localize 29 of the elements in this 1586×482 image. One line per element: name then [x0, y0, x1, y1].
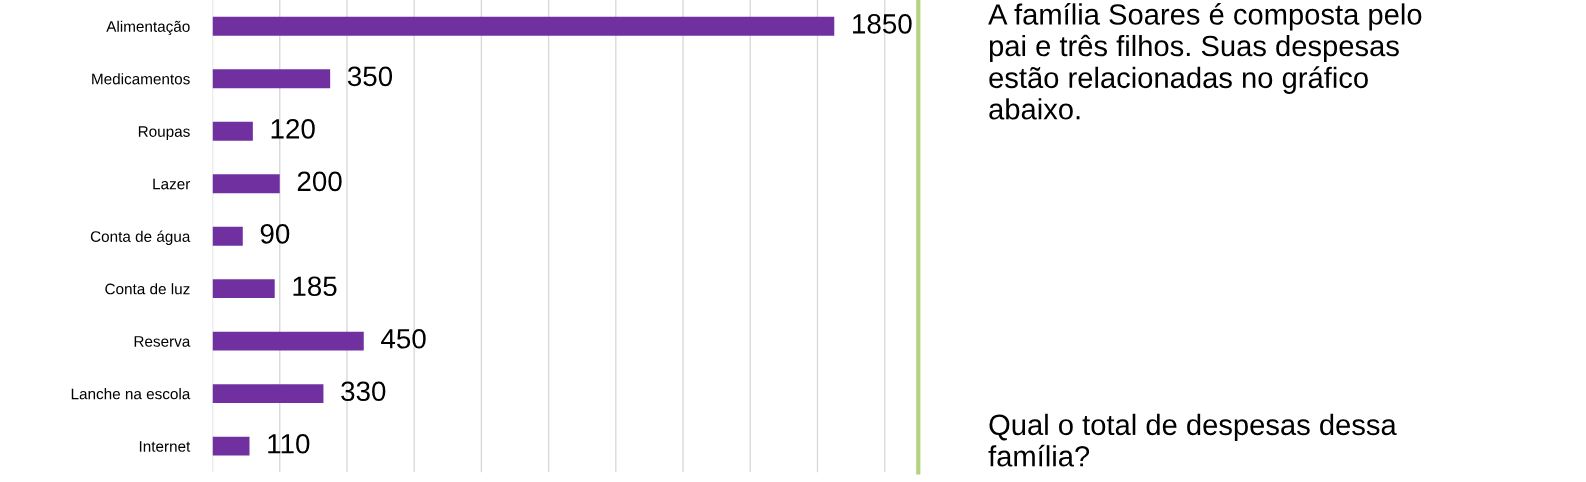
bar: [212, 226, 243, 246]
bar: [212, 331, 364, 351]
y-tick-label: Roupas: [138, 126, 190, 140]
bar: [212, 69, 331, 89]
bar: [212, 174, 280, 194]
bar: [212, 279, 275, 299]
text: A família Soares é composta pelo pai e três filhos. Suas despesas estão relacionadas no gráfico abaixo.: [988, 3, 1422, 120]
y-tick-label: Internet: [139, 441, 191, 452]
data-label: 200: [297, 171, 342, 192]
bar: [212, 121, 253, 141]
data-label: 185: [293, 276, 337, 297]
y-tick-label: Reserva: [134, 336, 191, 347]
y-tick-label: Conta de luz: [105, 283, 190, 295]
y-tick-label: Lanche na escola: [71, 388, 191, 400]
text: Qual o total de despesas dessa família?: [988, 413, 1397, 467]
data-label: 1850: [853, 14, 912, 34]
data-label: 350: [347, 66, 393, 87]
data-label: 90: [260, 223, 290, 244]
data-label: 330: [341, 381, 386, 402]
y-tick-label: Lazer: [153, 178, 191, 190]
data-label: 120: [271, 119, 315, 139]
bar: [212, 384, 324, 404]
y-tick-label: Medicamentos: [92, 73, 190, 85]
bar: [212, 16, 835, 36]
y-tick-label: Alimentação: [106, 20, 190, 36]
bar: [212, 436, 250, 456]
y-tick-label: Conta de água: [90, 230, 191, 245]
data-label: 450: [381, 328, 426, 349]
data-label: 110: [268, 433, 310, 454]
